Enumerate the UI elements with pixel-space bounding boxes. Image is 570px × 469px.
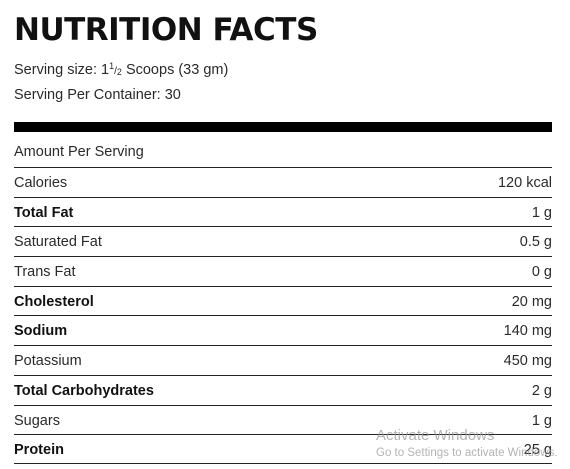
nutrient-name: Potassium: [14, 353, 82, 370]
serving-size-suffix: Scoops (33 gm): [121, 62, 229, 78]
nutrient-row: Total Fat 1 g: [14, 196, 552, 227]
nutrient-value: 450 mg: [503, 353, 552, 370]
serving-size: Serving size: 11/2 Scoops (33 gm): [14, 61, 228, 78]
nutrient-value: 0 g: [531, 264, 552, 281]
nutrient-row: Calories 120 kcal: [14, 167, 552, 197]
nutrient-value: 0.5 g: [519, 234, 552, 251]
nutrient-row: Saturated Fat 0.5 g: [14, 226, 552, 256]
nutrient-name: Cholesterol: [14, 293, 94, 310]
serving-size-fraction-separator: /: [114, 66, 117, 77]
nutrient-value: 120 kcal: [497, 175, 552, 191]
nutrient-name: Calories: [14, 175, 68, 191]
nutrient-name: Saturated Fat: [14, 234, 102, 251]
nutrient-value: 140 mg: [503, 323, 552, 340]
nutrient-row: Trans Fat 0 g: [14, 256, 552, 286]
nutrient-row: Cholesterol 20 mg: [14, 285, 552, 316]
thick-divider: [14, 122, 552, 132]
nutrient-name: Total Fat: [14, 204, 74, 221]
nutrient-name: Protein: [14, 442, 64, 459]
nutrient-name: Trans Fat: [14, 264, 76, 281]
amount-per-serving-header: Amount Per Serving: [14, 144, 144, 160]
nutrient-value: 25 g: [523, 442, 552, 459]
nutrient-value: 2 g: [531, 382, 552, 399]
nutrient-row: Sodium 140 mg: [14, 315, 552, 345]
serving-size-fraction-denominator: 2: [116, 67, 122, 77]
serving-size-prefix: Serving size: 1: [14, 62, 110, 78]
serving-size-fraction-numerator: 1: [109, 61, 115, 71]
nutrient-table: Calories 120 kcal Total Fat 1 g Saturated Fa…: [14, 167, 552, 464]
nutrition-facts-title: NUTRITION FACTS: [14, 12, 318, 48]
nutrient-row: Protein 25 g: [14, 434, 552, 464]
nutrient-name: Sodium: [14, 323, 68, 340]
nutrient-value: 1 g: [531, 204, 552, 221]
nutrient-value: 1 g: [531, 412, 552, 429]
nutrient-name: Total Carbohydrates: [14, 382, 154, 399]
nutrient-row: Total Carbohydrates 2 g: [14, 374, 552, 405]
nutrient-row: Potassium 450 mg: [14, 345, 552, 375]
servings-per-container: Serving Per Container: 30: [14, 87, 181, 103]
nutrient-name: Sugars: [14, 412, 60, 429]
nutrient-value: 20 mg: [511, 293, 552, 310]
nutrient-row: Sugars 1 g: [14, 404, 552, 435]
